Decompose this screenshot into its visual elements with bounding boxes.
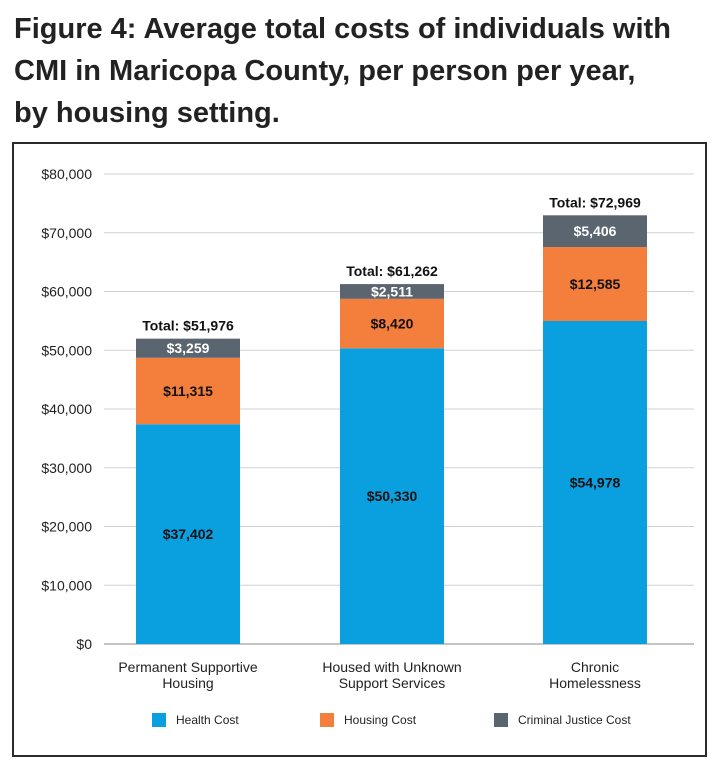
category-label: Support Services	[339, 675, 446, 691]
y-tick-label: $0	[76, 636, 92, 652]
data-label: $5,406	[574, 223, 617, 239]
category-label: Permanent Supportive	[118, 659, 258, 675]
bar-housing-segment	[136, 357, 240, 425]
legend-label: Health Cost	[176, 713, 239, 727]
bar-health-segment	[340, 348, 444, 644]
title-line-3: by housing setting.	[14, 97, 280, 129]
data-label: $8,420	[371, 316, 414, 332]
legend-swatch-housing	[320, 713, 334, 727]
data-label: $3,259	[167, 340, 210, 356]
y-tick-label: $40,000	[41, 401, 92, 417]
bar-criminal-segment	[136, 338, 240, 358]
bar-criminal-segment	[340, 284, 444, 299]
category-label: Homelessness	[549, 675, 641, 691]
legend-label: Criminal Justice Cost	[518, 713, 631, 727]
legend-swatch-health	[152, 713, 166, 727]
category-label: Housing	[162, 675, 213, 691]
bar-health-segment	[543, 321, 647, 644]
data-label: $50,330	[367, 488, 418, 504]
total-label: Total: $72,969	[549, 194, 641, 210]
category-label: Chronic	[571, 659, 619, 675]
bar-health-segment	[136, 424, 240, 644]
data-label: $37,402	[163, 526, 214, 542]
bar-housing-segment	[340, 298, 444, 349]
legend-swatch-criminal	[494, 713, 508, 727]
y-tick-label: $50,000	[41, 342, 92, 358]
total-label: Total: $61,262	[346, 263, 438, 279]
y-tick-label: $80,000	[41, 166, 92, 182]
bar-housing-segment	[543, 247, 647, 322]
stacked-bar-chart: $0 $10,000 $20,000 $30,000 $40,000 $50,000 $60…	[41, 166, 694, 727]
data-label: $54,978	[570, 475, 621, 491]
y-tick-label: $70,000	[41, 225, 92, 241]
data-label: $12,585	[570, 276, 621, 292]
title-line-2: CMI in Maricopa County, per person per y…	[14, 55, 636, 87]
title-line-1: Figure 4: Average total costs of individ…	[14, 13, 671, 45]
y-tick-label: $20,000	[41, 519, 92, 535]
bar-criminal-segment	[543, 215, 647, 248]
total-label: Total: $51,976	[142, 318, 234, 334]
data-label: $11,315	[163, 383, 213, 399]
y-tick-label: $10,000	[41, 577, 92, 593]
y-tick-label: $30,000	[41, 460, 92, 476]
category-label: Housed with Unknown	[322, 659, 461, 675]
chart-title: Figure 4: Average total costs of individ…	[14, 8, 714, 134]
legend-label: Housing Cost	[344, 713, 417, 727]
y-tick-label: $60,000	[41, 284, 92, 300]
chart-frame: $0 $10,000 $20,000 $30,000 $40,000 $50,000 $60…	[12, 142, 707, 757]
data-label: $2,511	[371, 283, 413, 299]
